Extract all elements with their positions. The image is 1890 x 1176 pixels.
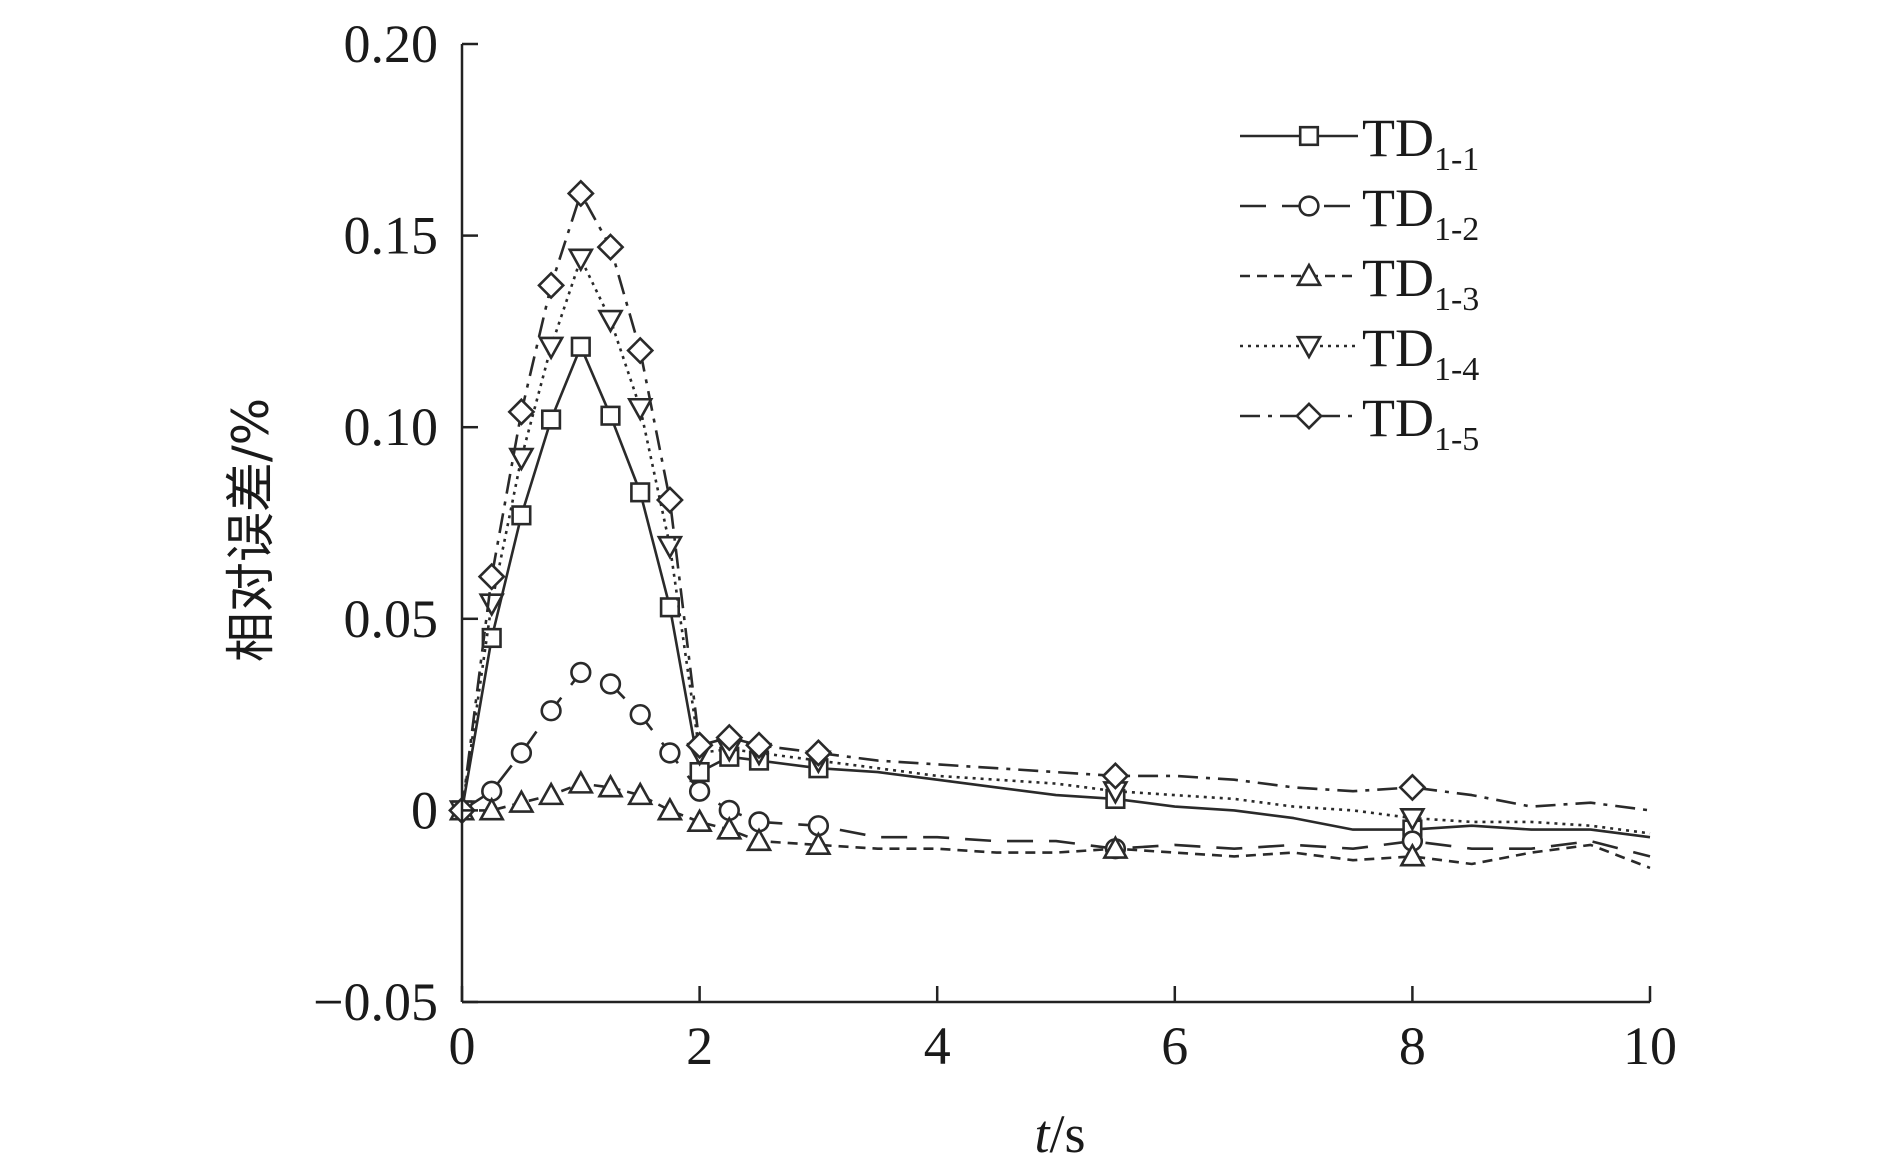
series-line (460, 192, 1651, 812)
marker-diamond (537, 271, 566, 300)
x-axis-label: t/s (1034, 1104, 1085, 1164)
legend-item-1-1: TD1-1 (1240, 108, 1479, 178)
y-tick-label: 0.05 (344, 589, 439, 649)
marker-triangle-up (626, 781, 654, 806)
marker-diamond (1398, 773, 1427, 802)
marker-triangle-up (686, 808, 713, 832)
marker-triangle-down (1295, 335, 1323, 360)
x-tick-label: 4 (924, 1016, 951, 1076)
marker-square (630, 482, 651, 503)
y-tick-label: 0 (411, 780, 438, 840)
marker-diamond (1295, 402, 1323, 430)
marker-circle (510, 742, 533, 764)
marker-triangle-up (1102, 835, 1129, 859)
series-1-4 (448, 248, 1651, 835)
marker-triangle-down (626, 397, 654, 422)
legend-label: TD1-1 (1362, 108, 1479, 178)
marker-diamond (596, 233, 625, 262)
marker-triangle-down (567, 248, 595, 273)
series-line (460, 257, 1651, 835)
x-axis-label-unit: /s (1049, 1104, 1085, 1164)
series-1-1 (451, 336, 1651, 840)
marker-circle (599, 673, 622, 695)
marker-triangle-down (537, 336, 565, 361)
x-tick-label: 8 (1399, 1016, 1426, 1076)
x-tick-label: 6 (1161, 1016, 1188, 1076)
marker-triangle-up (716, 815, 743, 840)
marker-diamond (804, 738, 833, 767)
x-axis-label-variable: t (1034, 1104, 1051, 1164)
marker-triangle-down (656, 535, 684, 560)
marker-triangle-up (805, 831, 832, 855)
marker-square (481, 627, 502, 649)
x-tick-label: 10 (1623, 1016, 1677, 1076)
series-1-5 (448, 179, 1651, 825)
marker-diamond (1101, 761, 1130, 790)
marker-square (1298, 125, 1320, 147)
marker-square (600, 405, 621, 426)
marker-triangle-up (1399, 842, 1426, 867)
marker-circle (629, 703, 651, 726)
marker-triangle-up (537, 781, 565, 806)
marker-diamond (477, 562, 506, 591)
marker-square (570, 336, 591, 357)
marker-triangle-up (567, 769, 595, 794)
series-line (461, 671, 1651, 858)
y-tick-label: 0.10 (344, 397, 439, 457)
marker-triangle-up (656, 796, 684, 821)
marker-triangle-down (478, 593, 505, 618)
marker-diamond (655, 486, 684, 514)
marker-triangle-down (508, 447, 535, 472)
marker-circle (540, 700, 562, 722)
legend-item-1-2: TD1-2 (1240, 178, 1479, 248)
legend-label: TD1-5 (1362, 388, 1479, 458)
marker-triangle-down (597, 309, 624, 334)
marker-diamond (745, 731, 773, 760)
legend-item-1-3: TD1-3 (1240, 248, 1479, 318)
marker-circle (1298, 195, 1320, 217)
marker-circle (688, 780, 711, 802)
y-tick-label: −0.05 (313, 972, 438, 1032)
marker-triangle-up (508, 789, 535, 813)
marker-diamond (507, 397, 536, 426)
marker-diamond (685, 731, 714, 760)
marker-triangle-down (1399, 807, 1426, 832)
legend-label: TD1-4 (1362, 318, 1479, 388)
marker-triangle-up (745, 827, 773, 852)
legend-label: TD1-2 (1362, 178, 1479, 248)
legend-item-1-4: TD1-4 (1240, 318, 1479, 388)
marker-diamond (566, 179, 595, 208)
marker-diamond (626, 336, 655, 365)
marker-diamond (715, 723, 744, 752)
marker-square (659, 597, 680, 618)
y-tick-label: 0.20 (344, 14, 439, 74)
marker-circle (570, 661, 592, 684)
x-tick-label: 2 (686, 1016, 713, 1076)
marker-triangle-up (597, 773, 624, 798)
marker-triangle-up (1295, 262, 1323, 287)
marker-square (540, 409, 562, 430)
x-tick-label: 0 (449, 1016, 476, 1076)
axes (460, 44, 1650, 1004)
marker-triangle-up (478, 796, 505, 821)
marker-square (511, 505, 532, 526)
series-1-3 (448, 769, 1651, 870)
y-tick-label: 0.15 (344, 206, 439, 266)
legend-item-1-5: TD1-5 (1240, 388, 1479, 458)
legend-label: TD1-3 (1362, 248, 1479, 318)
series-1-2 (451, 661, 1651, 860)
marker-circle (659, 742, 681, 764)
y-axis-label: 相对误差/% (222, 398, 280, 662)
